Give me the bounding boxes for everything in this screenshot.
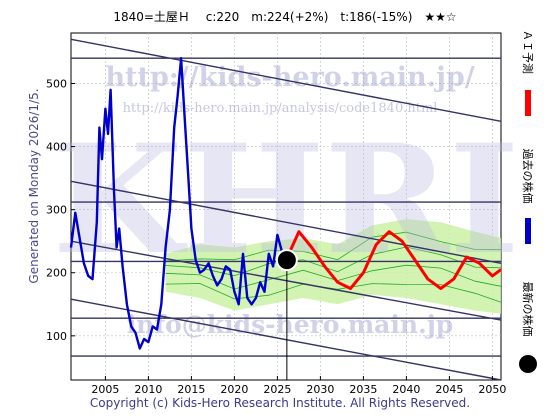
generated-label: Generated on Monday 2026/1/5. — [27, 88, 41, 284]
y-tick-label: 400 — [46, 141, 67, 154]
x-tick-label: 2005 — [91, 383, 119, 396]
channel-lines — [70, 38, 502, 381]
band-area — [165, 219, 501, 314]
legend-swatch-latest — [519, 355, 537, 373]
x-tick-label: 2020 — [220, 383, 248, 396]
x-tick-label: 2015 — [177, 383, 205, 396]
legend-label-past: 過去の株価 — [521, 148, 534, 204]
legend-swatch-past — [525, 218, 531, 244]
x-tick-label: 2010 — [134, 383, 162, 396]
watermark-analysis-url: http://kids-hero.main.jp/analysis/code18… — [123, 101, 438, 116]
band-line — [165, 231, 502, 262]
channel-line — [70, 298, 502, 381]
x-tick-label: 2035 — [349, 383, 377, 396]
watermark-layer: http://kids-hero.main.jp/ http://kids-he… — [53, 62, 520, 339]
series-line-past-price — [69, 57, 288, 350]
prediction-band — [165, 219, 502, 314]
series-line-ai-prediction — [284, 230, 502, 290]
y-tick-labels: 100 200 300 400 500 — [46, 77, 75, 343]
latest-price-point — [275, 249, 298, 272]
x-tick-label: 2050 — [478, 383, 506, 396]
x-tick-label: 2025 — [263, 383, 291, 396]
x-tick-labels: 2005 2010 2015 2020 2025 2030 2035 2040 2045 2050 — [91, 376, 506, 396]
channel-line — [70, 38, 502, 123]
legend-swatch-ai — [525, 90, 531, 116]
x-tick-label: 2030 — [306, 383, 334, 396]
watermark-email: info@kids-hero.main.jp — [127, 310, 454, 339]
x-tick-label: 2040 — [392, 383, 420, 396]
y-tick-label: 200 — [46, 267, 67, 280]
band-line — [165, 283, 502, 303]
latest-price-marker — [275, 249, 298, 380]
chart-title: 1840=土屋Ｈ c:220 m:224(+2%) t:186(-15%) ★★… — [113, 10, 457, 24]
channel-line — [70, 180, 502, 264]
grid-lines — [71, 33, 501, 380]
legend-label-latest: 最新の株価 — [521, 281, 534, 337]
y-tick-label: 500 — [46, 77, 67, 90]
copyright: Copyright (c) Kids-Hero Research Institu… — [89, 396, 471, 410]
watermark-url: http://kids-hero.main.jp/ — [105, 62, 474, 93]
plot-area — [70, 32, 502, 381]
legend-label-ai: ＡＩ予測 — [521, 30, 534, 74]
channel-line — [70, 240, 502, 321]
series-lines — [69, 57, 502, 350]
y-tick-label: 300 — [46, 204, 67, 217]
y-tick-label: 100 — [46, 330, 67, 343]
x-tick-label: 2045 — [435, 383, 463, 396]
